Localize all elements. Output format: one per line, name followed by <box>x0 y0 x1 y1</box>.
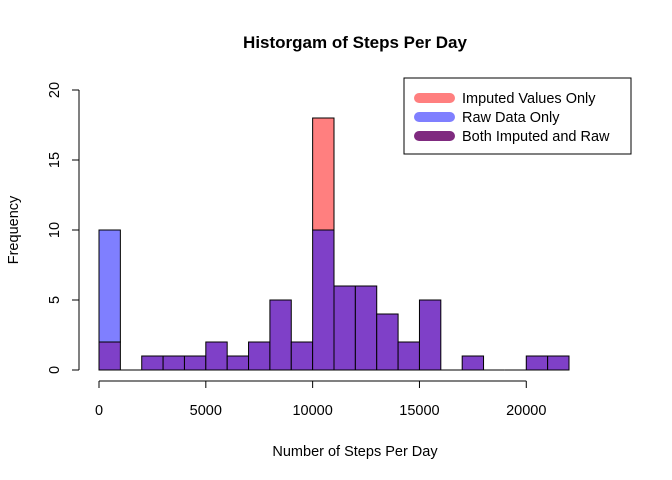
bar-both <box>354 285 378 371</box>
y-tick-label: 5 <box>47 296 63 304</box>
x-axis: 0 5000 10000 15000 20000 <box>95 380 546 419</box>
legend-label: Raw Data Only <box>462 110 560 126</box>
x-tick-label: 20000 <box>506 403 546 419</box>
x-axis-label: Number of Steps Per Day <box>272 444 438 460</box>
legend: Imputed Values Only Raw Data Only Both Imp… <box>403 77 632 155</box>
bar-both <box>226 355 250 371</box>
bar-both <box>312 229 335 371</box>
legend-label: Imputed Values Only <box>462 91 596 107</box>
bar-both <box>461 355 485 371</box>
bar-both <box>525 355 549 371</box>
bar-both <box>205 341 228 371</box>
bar-both <box>269 299 292 371</box>
bar-both <box>248 341 271 371</box>
y-tick-label: 15 <box>47 152 63 168</box>
bar-both <box>141 355 164 371</box>
bar-both <box>547 355 570 371</box>
bar-both <box>98 341 121 371</box>
y-tick-label: 20 <box>47 82 63 98</box>
bar-both <box>290 341 314 371</box>
chart-title: Historgam of Steps Per Day <box>243 33 467 52</box>
bar-both <box>376 313 399 371</box>
x-tick-label: 10000 <box>292 403 332 419</box>
bar-both <box>162 355 185 371</box>
legend-label: Both Imputed and Raw <box>462 129 610 145</box>
x-tick-label: 5000 <box>190 403 222 419</box>
bar-both <box>183 355 207 371</box>
bar-both <box>418 299 442 371</box>
x-tick-label: 0 <box>95 403 103 419</box>
y-tick-label: 10 <box>47 222 63 238</box>
bar-both <box>397 341 420 371</box>
bar-imputed-only <box>312 117 335 231</box>
bars-group <box>98 117 570 371</box>
y-axis: 0 5 10 15 20 <box>47 82 80 374</box>
bar-both <box>333 285 356 371</box>
bar-raw-only <box>98 229 121 343</box>
x-tick-label: 15000 <box>399 403 439 419</box>
y-axis-label: Frequency <box>6 195 22 264</box>
y-tick-label: 0 <box>47 366 63 374</box>
